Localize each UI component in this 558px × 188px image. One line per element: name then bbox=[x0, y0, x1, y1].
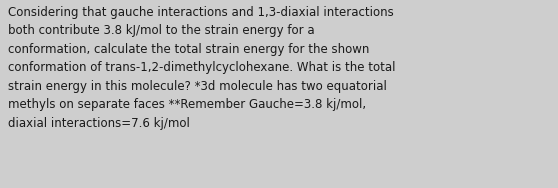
Text: Considering that gauche interactions and 1,3-diaxial interactions
both contribut: Considering that gauche interactions and… bbox=[8, 6, 396, 130]
